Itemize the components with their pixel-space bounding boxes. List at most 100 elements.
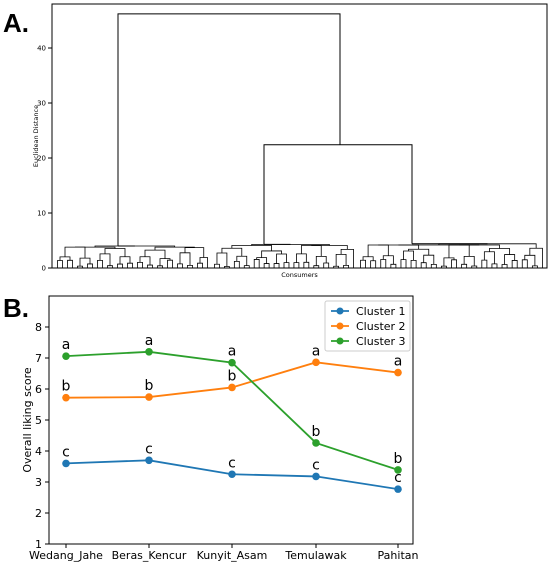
data-point	[312, 472, 320, 481]
dendrogram-branch	[471, 265, 478, 268]
data-point	[312, 439, 320, 447]
significance-letter: a	[62, 337, 71, 353]
data-point	[145, 393, 153, 401]
y-tick-label: 6	[35, 383, 42, 396]
x-axis-label: Consumers	[281, 271, 318, 279]
dendrogram-branch	[443, 257, 455, 267]
dendrogram-branch	[79, 257, 91, 267]
dendrogram-branch	[75, 246, 116, 249]
significance-letter: a	[312, 343, 321, 359]
dendrogram-branch	[184, 247, 205, 258]
dendrogram-branch	[167, 259, 173, 268]
y-tick-label: 0	[42, 265, 46, 273]
dendrogram-branch	[159, 258, 171, 266]
dendrogram-branch	[340, 248, 354, 268]
significance-letter: b	[62, 379, 71, 395]
legend-label: Cluster 3	[356, 335, 406, 348]
dendrogram-branch	[410, 260, 417, 268]
dendrogram-branch	[283, 262, 290, 268]
y-tick-label: 5	[35, 414, 42, 427]
dendrogram-branch	[263, 263, 270, 268]
dendrogram-branch	[221, 247, 243, 257]
significance-letter: c	[394, 470, 402, 486]
dendrogram-branch	[87, 263, 93, 268]
data-point	[394, 466, 402, 474]
data-point	[228, 470, 236, 479]
dendrogram-branch	[64, 246, 86, 259]
dendrogram-branch	[139, 256, 151, 266]
y-tick-label: 7	[35, 352, 42, 365]
dendrogram-branch	[501, 264, 508, 268]
y-tick-label: 4	[35, 445, 42, 458]
data-point	[228, 383, 236, 392]
legend-marker	[336, 337, 344, 345]
y-tick-label: 40	[37, 45, 46, 53]
dendrogram-branch	[104, 248, 126, 257]
dendrogram-branch	[511, 260, 518, 268]
dendrogram-branch	[187, 264, 193, 268]
bush-middle	[214, 243, 354, 268]
panel-a-letter: A.	[3, 8, 29, 38]
y-tick-label: 2	[35, 507, 42, 520]
x-tick-label: Wedang_Jahe	[29, 549, 103, 562]
dendrogram-branch	[273, 263, 280, 268]
dendrogram-branch	[214, 263, 220, 268]
significance-letter: a	[145, 333, 154, 349]
y-tick-label: 20	[37, 155, 46, 163]
dendrogram-branch	[459, 244, 500, 249]
legend-label: Cluster 1	[356, 305, 406, 318]
dendrogram-branch	[117, 263, 123, 268]
y-tick-label: 8	[35, 321, 42, 334]
legend-marker	[336, 307, 344, 315]
dendrogram-branch	[370, 260, 377, 268]
dendrogram-branch	[99, 253, 111, 266]
dendrogram-branch	[367, 244, 389, 257]
data-point	[394, 368, 402, 377]
data-point	[228, 358, 236, 367]
legend-marker	[336, 322, 344, 330]
significance-letter: c	[228, 455, 236, 471]
series-1: c c c c c	[62, 441, 402, 493]
dendrogram-branch	[197, 262, 203, 268]
significance-letter: b	[312, 424, 321, 440]
plot-frame	[51, 3, 548, 269]
y-axis-label: Overall liking score	[21, 367, 34, 473]
data-point	[145, 348, 153, 356]
dendrogram-branch	[59, 256, 71, 261]
significance-letter: b	[228, 368, 237, 384]
significance-letter: c	[145, 441, 153, 457]
dendrogram-branch	[489, 248, 511, 255]
dendrogram-branch	[300, 245, 322, 257]
dendrogram-branch	[438, 243, 537, 249]
legend-label: Cluster 2	[356, 320, 406, 333]
dendrogram-branch	[236, 255, 248, 266]
dendrogram-link-root	[117, 13, 341, 246]
dendrogram-branch	[420, 262, 427, 268]
dendrogram-branch	[333, 265, 340, 268]
dendrogram-chart: 0 10 20 30 40 Consumers Euclidean Distance	[32, 3, 548, 279]
dendrogram-branch	[531, 265, 538, 268]
significance-letter: a	[228, 344, 237, 360]
y-tick-label: 3	[35, 476, 42, 489]
dendrogram-branch	[261, 250, 282, 258]
data-point	[62, 393, 70, 402]
significance-letter: c	[312, 457, 320, 473]
significance-letter: b	[394, 451, 403, 467]
dendrogram-branch	[378, 244, 420, 250]
data-point	[394, 485, 402, 493]
line-chart: 1 2 3 4 5 6 7 8 Wedang_Jahe Beras_Kencur Kunyit_As…	[21, 295, 418, 562]
data-point	[62, 352, 70, 360]
dendrogram-branch	[408, 248, 430, 256]
dendrogram-branch	[311, 245, 348, 250]
dendrogram-branch	[199, 257, 208, 268]
x-tick-label: Temulawak	[284, 549, 347, 562]
x-tick-label: Kunyit_Asam	[197, 549, 268, 562]
dendrogram-branch	[524, 254, 536, 266]
bush-left	[57, 245, 208, 268]
dendrogram-branch	[529, 247, 543, 268]
dendrogram-branch	[144, 249, 166, 259]
dendrogram-branch	[430, 263, 437, 268]
panel-b-letter: B.	[3, 293, 29, 323]
dendrogram-branch	[400, 259, 407, 268]
dendrogram-branch	[491, 263, 498, 268]
